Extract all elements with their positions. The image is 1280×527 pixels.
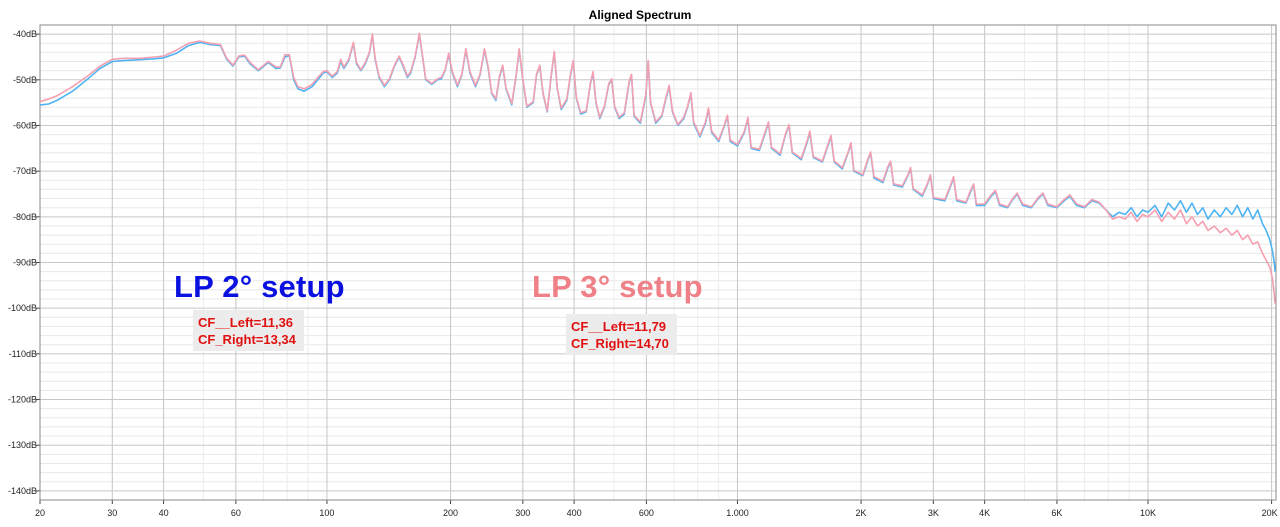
- x-tick-label: 3K: [928, 508, 939, 518]
- chart-title: Aligned Spectrum: [588, 8, 692, 22]
- x-tick-label: 4K: [979, 508, 990, 518]
- series-layer: [39, 32, 1276, 304]
- y-tick-label: -130dB: [8, 440, 37, 450]
- x-tick-label: 200: [443, 508, 458, 518]
- x-tick-label: 40: [159, 508, 169, 518]
- x-tick-label: 400: [567, 508, 582, 518]
- y-tick-label: -70dB: [13, 166, 37, 176]
- setup-a-cf-right: CF_Right=13,34: [198, 332, 296, 347]
- setup-b-crest-factor-box: CF__Left=11,79 CF_Right=14,70: [566, 314, 677, 355]
- y-tick-label: -120dB: [8, 395, 37, 405]
- x-tick-label: 2K: [856, 508, 867, 518]
- x-tick-label: 300: [515, 508, 530, 518]
- y-tick-label: -110dB: [9, 349, 37, 359]
- x-tick-label: 10K: [1140, 508, 1156, 518]
- x-tick-label: 20K: [1262, 508, 1278, 518]
- setup-b-cf-left: CF__Left=11,79: [571, 319, 667, 334]
- x-tick-label: 100: [319, 508, 334, 518]
- grid-layer: [39, 24, 1276, 501]
- setup-a-cf-left: CF__Left=11,36: [198, 315, 294, 330]
- setup-b-cf-right: CF_Right=14,70: [571, 336, 669, 351]
- x-tick-label: 600: [639, 508, 654, 518]
- y-tick-label: -100dB: [8, 303, 37, 313]
- axes-layer: [36, 24, 1277, 504]
- plot-frame: [39, 24, 1277, 501]
- y-tick-label: -40dB: [13, 29, 37, 39]
- setup-a-crest-factor-box: CF__Left=11,36 CF_Right=13,34: [193, 310, 304, 351]
- x-tick-label: 60: [231, 508, 241, 518]
- y-tick-label: -140dB: [8, 486, 37, 496]
- series-line-2: [39, 32, 1276, 304]
- setup-b-label: LP 3° setup: [532, 269, 703, 304]
- x-tick-label: 20: [35, 508, 45, 518]
- y-tick-label: -50dB: [13, 75, 37, 85]
- setup-a-label: LP 2° setup: [174, 269, 345, 304]
- y-tick-label: -60dB: [13, 120, 37, 130]
- x-tick-label: 30: [107, 508, 117, 518]
- y-tick-label: -90dB: [13, 258, 37, 268]
- x-tick-label: 1.000: [726, 508, 749, 518]
- y-tick-label: -80dB: [13, 212, 37, 222]
- x-tick-label: 6K: [1051, 508, 1062, 518]
- tick-label-layer: -40dB -50dB -60dB -70dB -80dB -90dB -100dB -110…: [8, 29, 1278, 518]
